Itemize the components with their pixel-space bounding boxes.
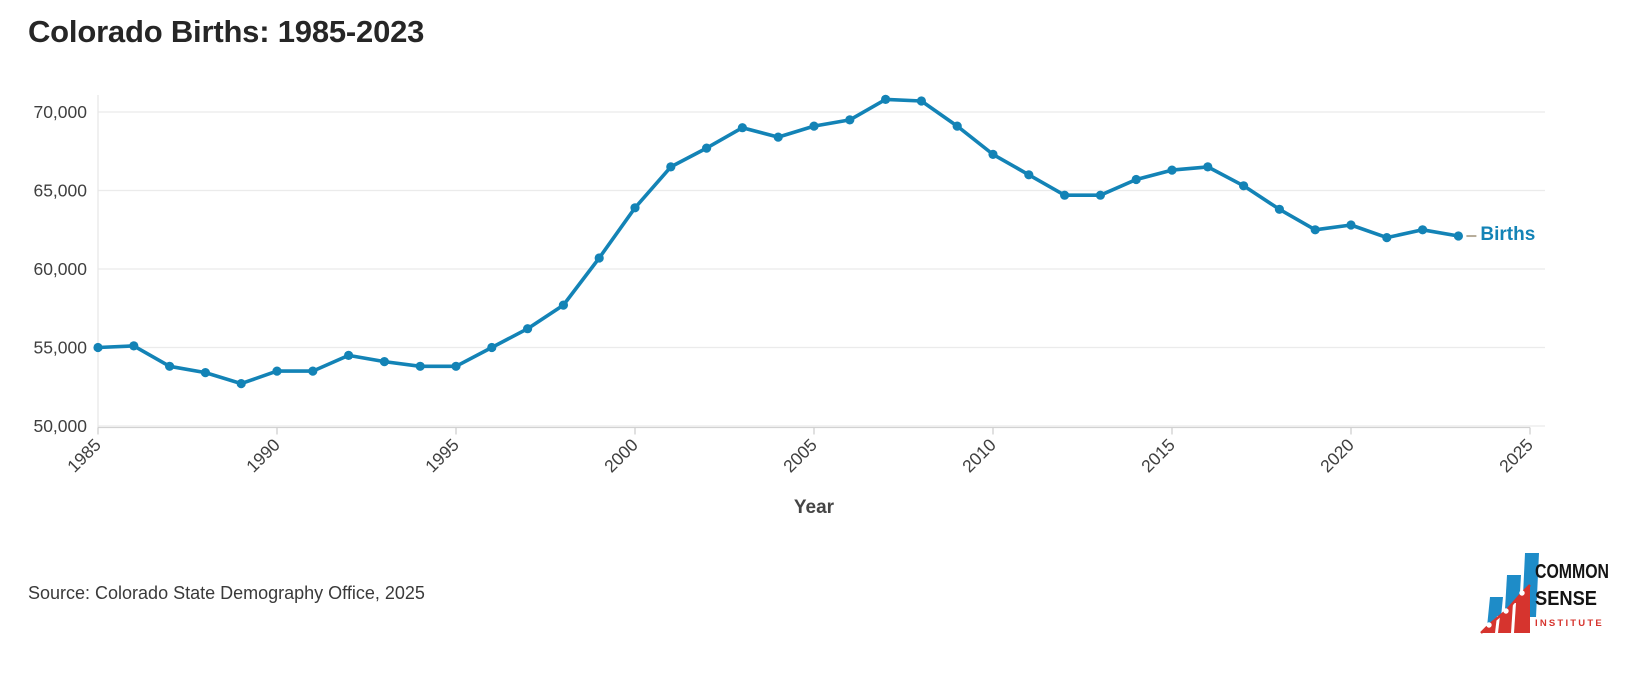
data-point-2010[interactable] [988,149,998,159]
data-point-2006[interactable] [845,115,855,125]
logo-text-common: COMMON [1535,561,1609,583]
x-axis-tick-label: 1990 [242,435,284,477]
y-axis-tick-label: 70,000 [33,102,87,122]
data-point-2011[interactable] [1024,170,1034,180]
data-point-1998[interactable] [558,300,569,310]
common-sense-institute-logo: COMMON SENSE INSTITUTE [1480,553,1609,634]
logo-text-institute: INSTITUTE [1535,618,1604,629]
data-point-2019[interactable] [1310,225,1320,235]
series-label-births: Births [1480,224,1536,246]
data-point-2008[interactable] [916,96,927,106]
y-axis-tick-label: 65,000 [33,181,87,201]
x-axis-tick-label: 2010 [958,435,1000,477]
chart-title: Colorado Births: 1985-2023 [28,14,425,49]
data-point-1995[interactable] [451,361,461,371]
data-point-2015[interactable] [1167,165,1177,175]
data-point-1990[interactable] [272,366,282,376]
data-point-2023[interactable] [1453,231,1463,241]
data-point-2004[interactable] [773,132,783,142]
data-point-1996[interactable] [487,342,497,353]
data-point-2020[interactable] [1346,220,1356,230]
data-point-1997[interactable] [523,324,533,334]
data-point-2016[interactable] [1203,162,1213,172]
data-point-2003[interactable] [737,123,748,133]
x-axis-tick-label: 2015 [1137,435,1179,477]
logo-text-sense: SENSE [1535,588,1597,610]
data-point-1986[interactable] [129,341,139,351]
data-point-1993[interactable] [379,357,389,367]
births-line-chart: 50,000 55,000 60,000 65,000 70,000 1985 1990 19… [33,94,1545,477]
logo-trend-icon [1480,584,1531,634]
data-point-2012[interactable] [1060,190,1070,200]
x-axis-title: Year [793,497,835,518]
data-point-2013[interactable] [1095,190,1105,200]
x-axis-tick-label: 2005 [779,435,821,477]
data-point-1991[interactable] [308,366,318,376]
data-point-1987[interactable] [165,361,175,371]
y-axis-tick-label: 50,000 [33,416,87,436]
data-point-1989[interactable] [236,379,246,389]
data-point-2022[interactable] [1418,225,1428,235]
data-point-2021[interactable] [1382,233,1392,243]
x-axis-tick-label: 2000 [600,435,642,477]
data-point-1994[interactable] [415,361,425,371]
data-point-1999[interactable] [594,253,604,263]
data-point-1988[interactable] [200,368,210,378]
data-point-2001[interactable] [666,162,676,172]
data-point-2017[interactable] [1239,181,1249,191]
data-point-2007[interactable] [881,94,891,104]
births-line[interactable] [96,97,1461,386]
data-point-2002[interactable] [702,143,712,153]
data-point-2000[interactable] [630,203,640,213]
data-point-2014[interactable] [1131,174,1141,185]
data-point-2005[interactable] [809,121,819,131]
data-point-1985[interactable] [93,342,103,353]
y-axis-tick-label: 60,000 [33,259,87,279]
x-axis-tick-label: 1985 [63,435,105,477]
data-point-1992[interactable] [344,350,354,360]
x-axis-tick-label: 2025 [1495,435,1537,477]
data-point-2009[interactable] [952,121,962,131]
data-point-2018[interactable] [1274,204,1284,214]
x-axis-tick-label: 1995 [421,435,463,477]
x-axis-tick-label: 2020 [1316,435,1358,477]
source-note: Source: Colorado State Demography Office… [28,583,425,603]
y-axis-tick-label: 55,000 [33,338,87,358]
